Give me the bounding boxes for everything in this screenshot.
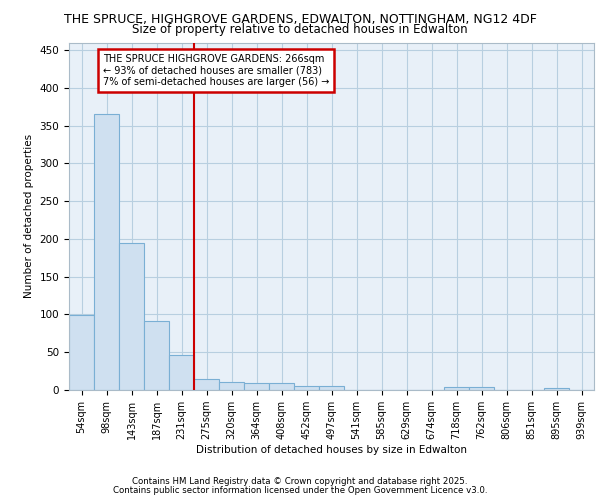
Bar (295, 386, 319, 390)
Bar (269, 383, 293, 390)
Text: Contains public sector information licensed under the Open Government Licence v3: Contains public sector information licen… (113, 486, 487, 495)
Text: THE SPRUCE HIGHGROVE GARDENS: 266sqm
← 93% of detached houses are smaller (783)
: THE SPRUCE HIGHGROVE GARDENS: 266sqm ← 9… (103, 54, 329, 87)
Bar (70, 315, 94, 390)
Text: THE SPRUCE, HIGHGROVE GARDENS, EDWALTON, NOTTINGHAM, NG12 4DF: THE SPRUCE, HIGHGROVE GARDENS, EDWALTON,… (64, 12, 536, 26)
Bar (145, 320, 169, 390)
Bar (220, 382, 244, 390)
Bar (469, 387, 494, 390)
Bar (244, 383, 269, 390)
Text: Size of property relative to detached houses in Edwalton: Size of property relative to detached ho… (132, 22, 468, 36)
Bar (169, 355, 194, 390)
Bar (94, 114, 119, 390)
Bar (445, 387, 469, 390)
Bar (194, 378, 218, 390)
Text: Contains HM Land Registry data © Crown copyright and database right 2025.: Contains HM Land Registry data © Crown c… (132, 477, 468, 486)
Bar (119, 242, 143, 390)
Bar (319, 386, 344, 390)
Y-axis label: Number of detached properties: Number of detached properties (24, 134, 34, 298)
X-axis label: Distribution of detached houses by size in Edwalton: Distribution of detached houses by size … (196, 445, 467, 455)
Bar (544, 388, 569, 390)
